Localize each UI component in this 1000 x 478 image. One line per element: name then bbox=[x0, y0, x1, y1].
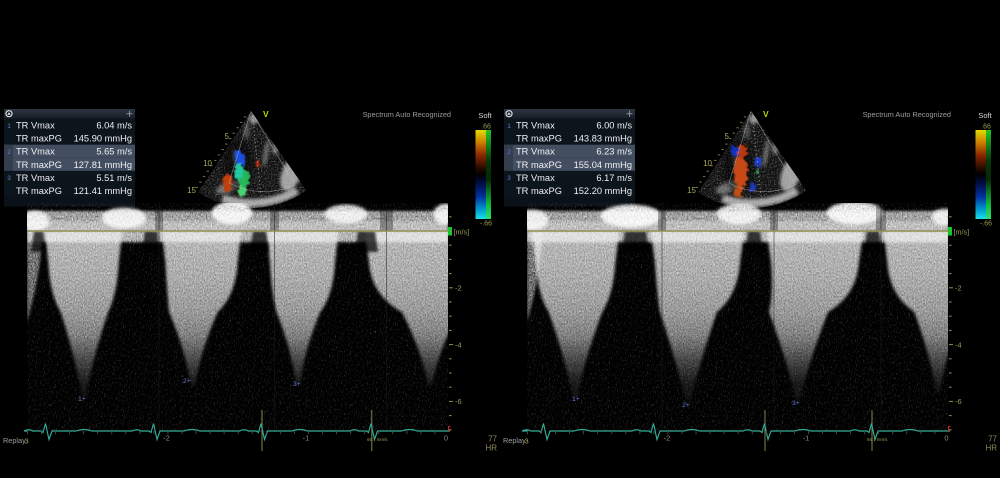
svg-text:[m/s]: [m/s] bbox=[454, 228, 470, 237]
svg-text:127.81 mmHg: 127.81 mmHg bbox=[74, 160, 132, 170]
svg-text:3: 3 bbox=[507, 175, 511, 182]
svg-text:HR: HR bbox=[485, 444, 497, 453]
svg-text:-1: -1 bbox=[303, 434, 310, 443]
svg-text:V: V bbox=[263, 109, 269, 119]
svg-text:1+: 1+ bbox=[78, 396, 86, 403]
svg-text:TR Vmax: TR Vmax bbox=[516, 147, 555, 157]
svg-text:2+: 2+ bbox=[183, 378, 191, 385]
svg-text:TR maxPG: TR maxPG bbox=[16, 186, 62, 196]
svg-text:15: 15 bbox=[187, 186, 196, 195]
svg-text:143.83 mmHg: 143.83 mmHg bbox=[574, 134, 632, 144]
svg-text:155.04 mmHg: 155.04 mmHg bbox=[574, 160, 632, 170]
svg-text:2+: 2+ bbox=[682, 402, 690, 409]
svg-text:TR Vmax: TR Vmax bbox=[516, 173, 555, 183]
svg-text:2: 2 bbox=[7, 149, 11, 156]
svg-text:-2: -2 bbox=[955, 284, 962, 293]
svg-text:6.17 m/s: 6.17 m/s bbox=[596, 173, 632, 183]
svg-text:5: 5 bbox=[225, 132, 230, 141]
svg-text:1: 1 bbox=[507, 123, 511, 130]
svg-text:66.7 mm/s: 66.7 mm/s bbox=[367, 437, 388, 442]
svg-text:-.66: -.66 bbox=[980, 221, 992, 228]
svg-text:77: 77 bbox=[488, 435, 497, 444]
svg-text:-1: -1 bbox=[803, 434, 810, 443]
svg-text:5: 5 bbox=[725, 132, 730, 141]
svg-text:1+: 1+ bbox=[572, 396, 580, 403]
svg-text:TR Vmax: TR Vmax bbox=[16, 121, 55, 131]
svg-text:-.66: -.66 bbox=[480, 221, 492, 228]
svg-text:TR maxPG: TR maxPG bbox=[516, 134, 562, 144]
svg-text:5.51 m/s: 5.51 m/s bbox=[96, 173, 132, 183]
svg-text:Replay-: Replay- bbox=[503, 436, 529, 445]
svg-text:V: V bbox=[763, 109, 769, 119]
svg-text:3: 3 bbox=[25, 437, 29, 446]
svg-text:TR maxPG: TR maxPG bbox=[16, 160, 62, 170]
svg-text:-2: -2 bbox=[163, 434, 170, 443]
svg-text:Soft: Soft bbox=[978, 111, 992, 120]
svg-text:TR maxPG: TR maxPG bbox=[516, 160, 562, 170]
svg-text:121.41 mmHg: 121.41 mmHg bbox=[74, 186, 132, 196]
svg-text:-4: -4 bbox=[955, 341, 962, 350]
svg-text:15: 15 bbox=[687, 186, 696, 195]
svg-text:3: 3 bbox=[7, 175, 11, 182]
svg-text:Spectrum Auto Recognized: Spectrum Auto Recognized bbox=[363, 110, 451, 119]
svg-text:3+: 3+ bbox=[792, 400, 800, 407]
svg-text:0: 0 bbox=[944, 434, 948, 443]
svg-text:10: 10 bbox=[203, 159, 212, 168]
svg-text:TR Vmax: TR Vmax bbox=[516, 121, 555, 131]
svg-text:6.04 m/s: 6.04 m/s bbox=[96, 121, 132, 131]
svg-text:TR maxPG: TR maxPG bbox=[516, 186, 562, 196]
svg-text:3+: 3+ bbox=[293, 381, 301, 388]
svg-text:10: 10 bbox=[703, 159, 712, 168]
svg-text:5.65 m/s: 5.65 m/s bbox=[96, 147, 132, 157]
svg-text:-6: -6 bbox=[455, 397, 462, 406]
svg-text:.66: .66 bbox=[981, 124, 991, 131]
svg-text:-2: -2 bbox=[455, 284, 462, 293]
svg-text:Soft: Soft bbox=[478, 111, 492, 120]
svg-text:HR: HR bbox=[985, 444, 997, 453]
svg-text:[m/s]: [m/s] bbox=[954, 228, 970, 237]
svg-text:66.7 mm/s: 66.7 mm/s bbox=[867, 437, 888, 442]
svg-text:TR Vmax: TR Vmax bbox=[16, 147, 55, 157]
svg-text:-4: -4 bbox=[455, 341, 462, 350]
svg-text:Spectrum Auto Recognized: Spectrum Auto Recognized bbox=[863, 110, 951, 119]
svg-text:77: 77 bbox=[988, 435, 997, 444]
svg-text:6.00 m/s: 6.00 m/s bbox=[596, 121, 632, 131]
svg-text:Replay-: Replay- bbox=[3, 436, 29, 445]
svg-text:6.23 m/s: 6.23 m/s bbox=[596, 147, 632, 157]
svg-text:TR Vmax: TR Vmax bbox=[16, 173, 55, 183]
svg-text:0: 0 bbox=[444, 434, 448, 443]
svg-text:152.20 mmHg: 152.20 mmHg bbox=[574, 186, 632, 196]
svg-text:3: 3 bbox=[525, 437, 529, 446]
svg-text:TR maxPG: TR maxPG bbox=[16, 134, 62, 144]
svg-text:-2: -2 bbox=[664, 434, 671, 443]
svg-text:-6: -6 bbox=[955, 397, 962, 406]
svg-text:1: 1 bbox=[7, 123, 11, 130]
svg-text:145.90 mmHg: 145.90 mmHg bbox=[74, 134, 132, 144]
svg-text:.66: .66 bbox=[481, 124, 491, 131]
svg-text:2: 2 bbox=[507, 149, 511, 156]
